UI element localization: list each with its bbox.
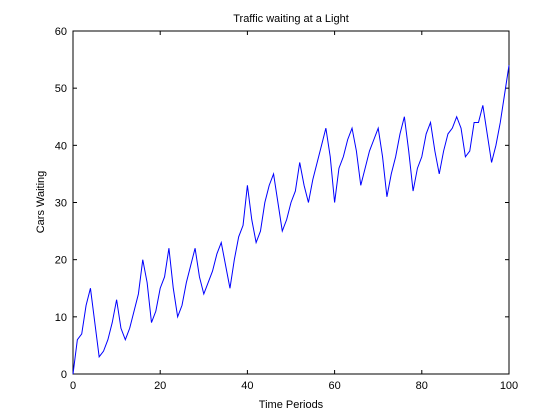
series-group [72, 65, 510, 375]
y-axis-ticks: 0 10 20 30 40 50 60 [55, 26, 509, 381]
x-tick-label-4: 80 [416, 380, 428, 392]
chart-title: Traffic waiting at a Light [233, 13, 349, 25]
y-axis-label: Cars Waiting [35, 171, 47, 234]
y-tick-label-5: 50 [55, 83, 67, 95]
y-tick-label-4: 40 [55, 140, 67, 152]
x-tick-label-3: 60 [328, 380, 340, 392]
x-axis-label: Time Periods [259, 399, 324, 411]
y-tick-label-6: 60 [55, 26, 67, 38]
y-tick-label-2: 20 [55, 255, 67, 267]
x-tick-label-1: 20 [154, 380, 166, 392]
y-tick-label-1: 10 [55, 312, 67, 324]
y-tick-label-0: 0 [61, 369, 67, 381]
x-tick-label-0: 0 [70, 380, 76, 392]
y-tick-label-3: 30 [55, 198, 67, 210]
x-tick-label-5: 100 [500, 380, 518, 392]
x-tick-label-2: 40 [241, 380, 253, 392]
series-line [72, 65, 510, 375]
x-axis-ticks: 0 20 40 60 80 100 [70, 31, 518, 392]
